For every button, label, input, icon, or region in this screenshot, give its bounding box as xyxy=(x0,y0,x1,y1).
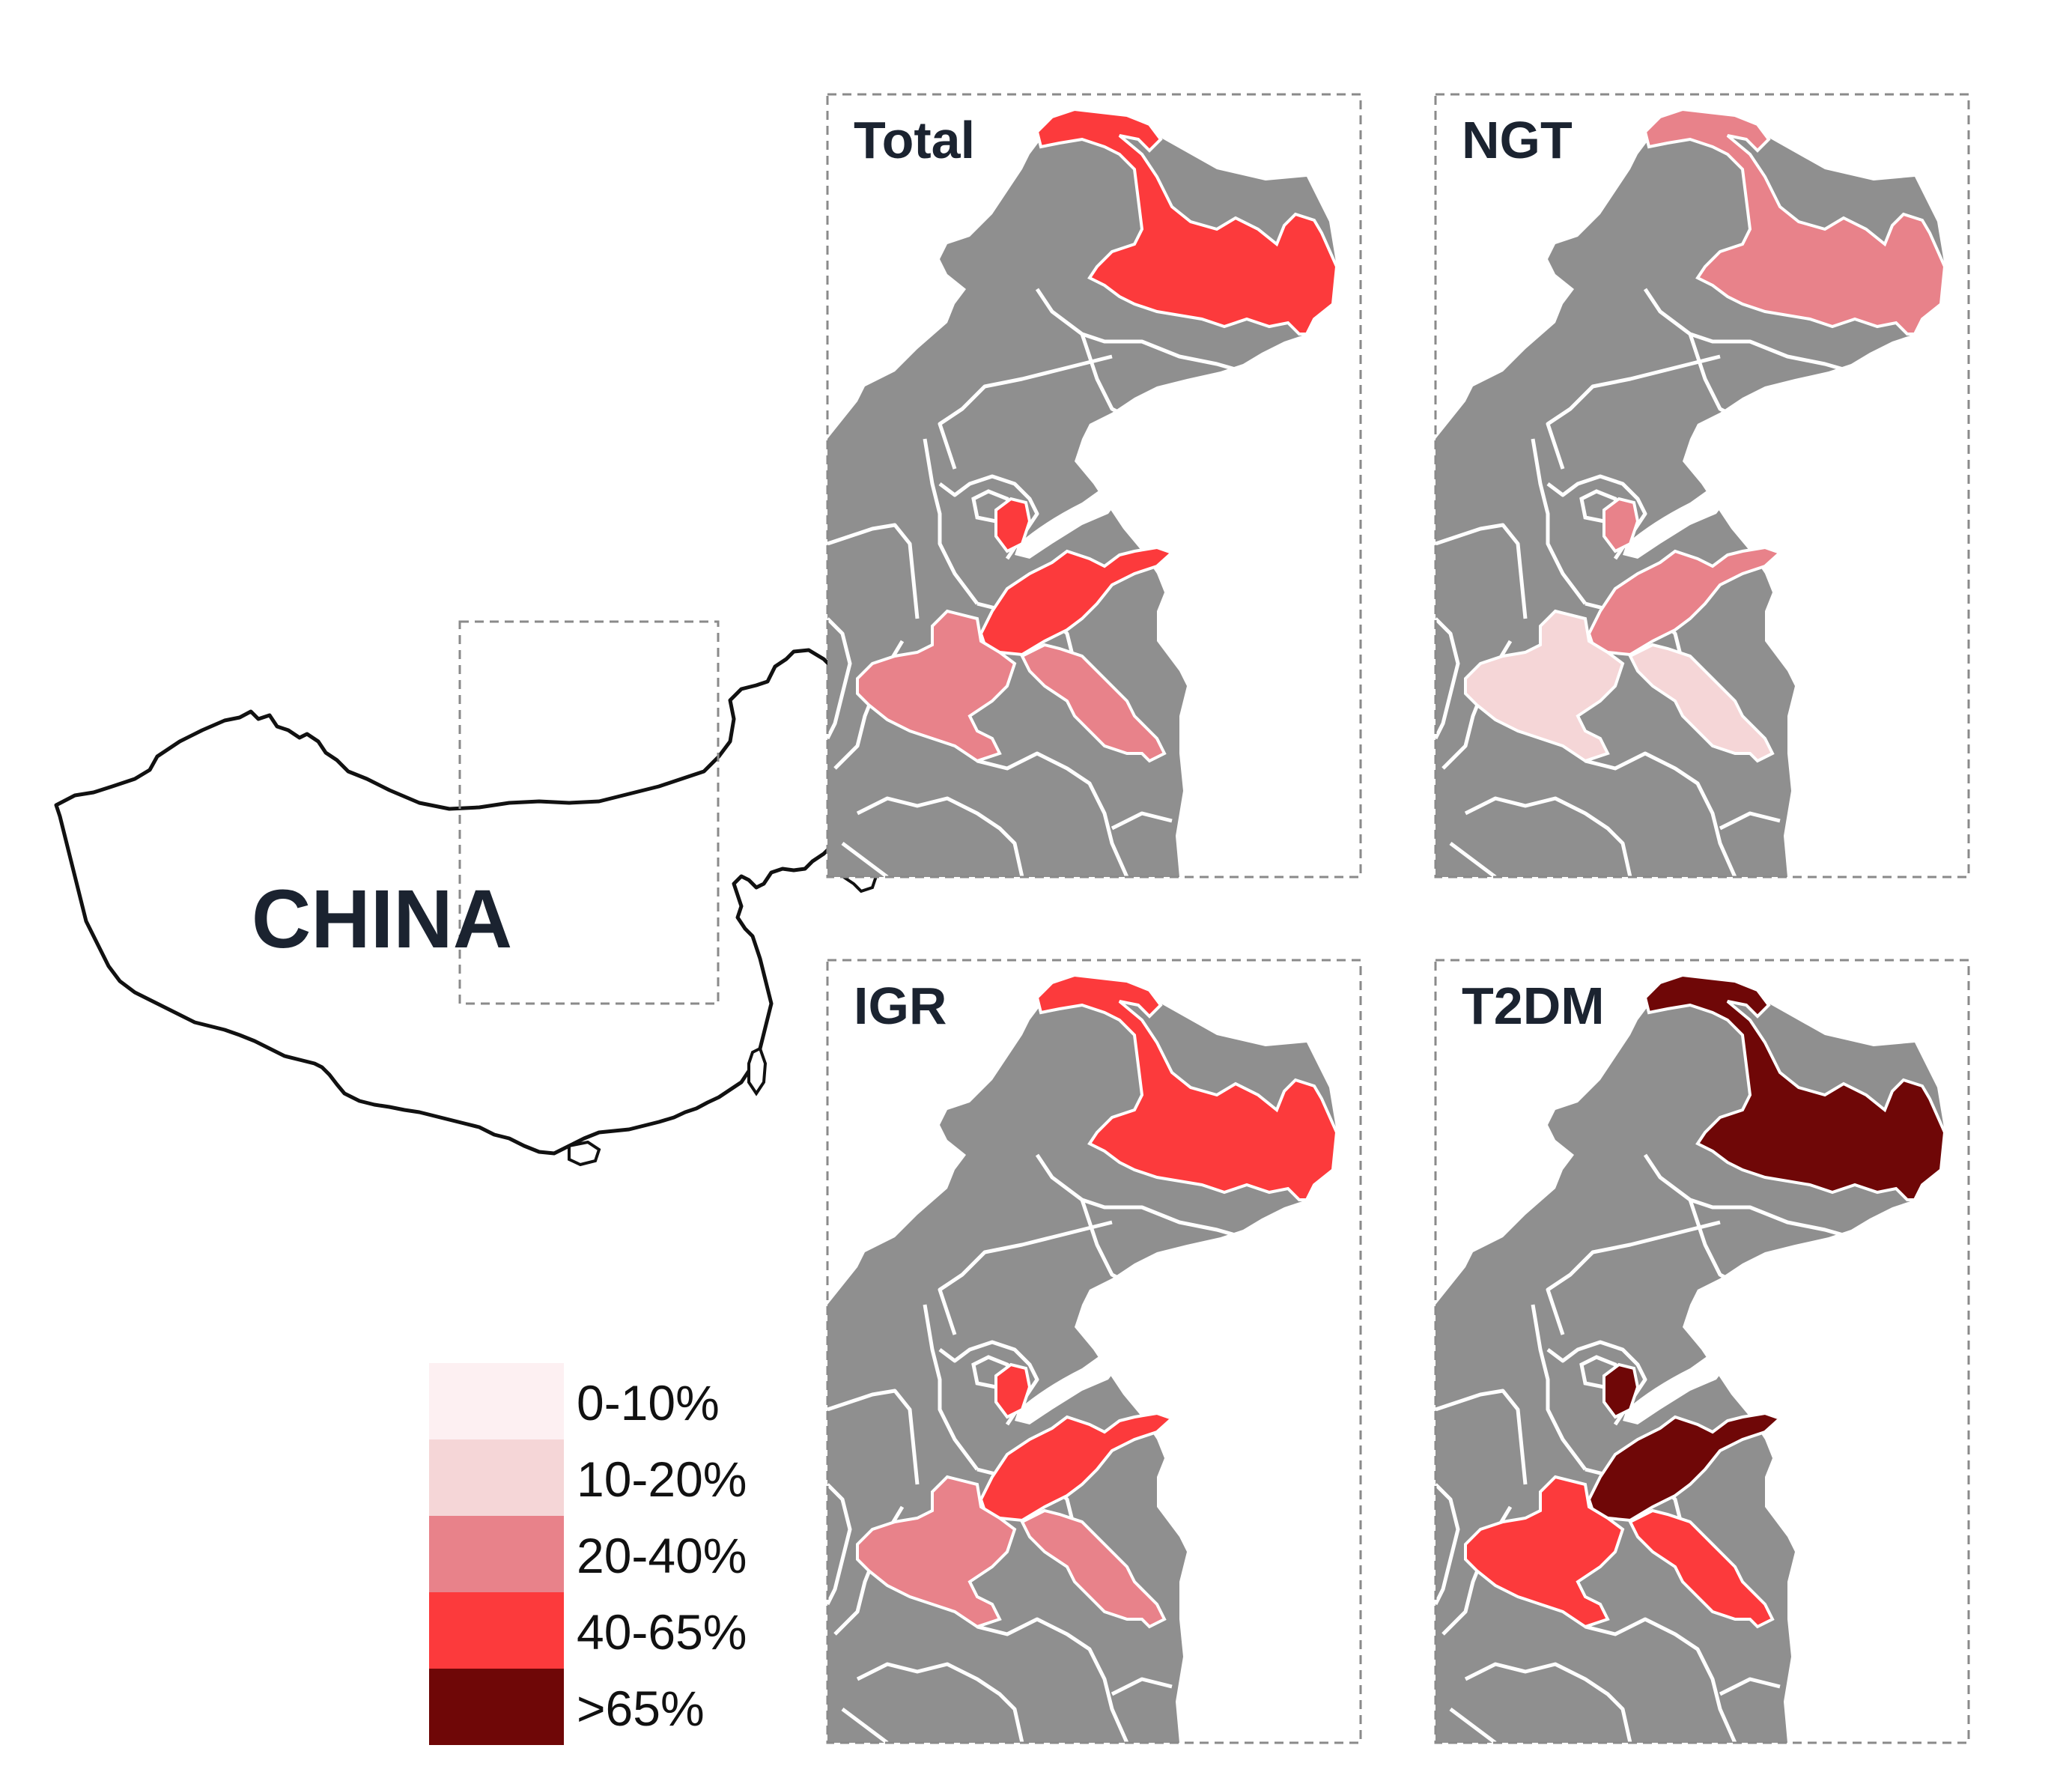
province-henan xyxy=(1464,1475,1625,1629)
legend-item-40-65: 40-65% xyxy=(429,1592,747,1669)
legend-label: 10-20% xyxy=(577,1451,747,1507)
province-heilongjiang xyxy=(1035,107,1339,336)
china-outline xyxy=(54,648,961,1156)
legend-swatch xyxy=(429,1516,564,1592)
panel-frame xyxy=(1434,959,1970,1744)
land-mass xyxy=(827,109,1337,877)
panel-ngt: NGT xyxy=(1434,93,1970,879)
province-heilongjiang xyxy=(1643,107,1947,336)
china-overview-map: CHINA xyxy=(54,620,961,1167)
bohai-sea xyxy=(1623,1338,1743,1424)
province-map xyxy=(827,973,1339,1743)
legend-label: >65% xyxy=(577,1681,705,1736)
legend-item-10-20: 10-20% xyxy=(429,1439,747,1516)
legend-swatch xyxy=(429,1363,564,1439)
province-jiangsu xyxy=(1020,1508,1167,1629)
legend-label: 20-40% xyxy=(577,1528,747,1583)
legend-item-0-10: 0-10% xyxy=(429,1363,720,1439)
legend-swatch xyxy=(429,1669,564,1745)
panel-t2dm: T2DM xyxy=(1434,959,1970,1744)
bohai-sea xyxy=(1623,473,1743,559)
panel-title: T2DM xyxy=(1462,977,1605,1035)
province-map xyxy=(827,107,1339,877)
panel-title: Total xyxy=(854,111,975,169)
bohai-sea xyxy=(1015,473,1134,559)
panel-title: NGT xyxy=(1462,111,1573,169)
land-mass xyxy=(827,975,1337,1743)
china-label: CHINA xyxy=(252,873,512,965)
land-mass xyxy=(1435,975,1945,1743)
province-heilongjiang xyxy=(1035,973,1339,1201)
bohai-sea xyxy=(1015,1338,1134,1424)
province-henan xyxy=(856,609,1017,763)
legend-swatch xyxy=(429,1439,564,1516)
province-shandong xyxy=(1587,545,1783,657)
panel-total: Total xyxy=(826,93,1362,879)
panel-igr: IGR xyxy=(826,959,1362,1744)
panel-frame xyxy=(1434,93,1970,879)
province-shandong xyxy=(1587,1411,1783,1523)
province-beijing xyxy=(1602,497,1640,553)
province-henan xyxy=(1464,609,1625,763)
land-mass xyxy=(1435,109,1945,877)
province-map xyxy=(1435,973,1947,1743)
province-jiangsu xyxy=(1628,1508,1775,1629)
legend-swatch xyxy=(429,1592,564,1669)
legend: 0-10% 10-20% 20-40% 40-65% >65% xyxy=(429,1363,747,1745)
hainan-island xyxy=(568,1140,601,1167)
province-beijing xyxy=(994,497,1032,553)
panel-frame xyxy=(826,959,1362,1744)
province-beijing xyxy=(1602,1362,1640,1419)
province-jiangsu xyxy=(1628,643,1775,763)
panel-frame xyxy=(826,93,1362,879)
province-jiangsu xyxy=(1020,643,1167,763)
taiwan-island xyxy=(747,1046,768,1096)
panel-title: IGR xyxy=(854,977,947,1035)
province-henan xyxy=(856,1475,1017,1629)
province-map xyxy=(1435,107,1947,877)
inset-region-frame xyxy=(458,620,720,1005)
province-shandong xyxy=(979,1411,1175,1523)
province-shandong xyxy=(979,545,1175,657)
legend-label: 40-65% xyxy=(577,1604,747,1660)
legend-item-over-65: >65% xyxy=(429,1669,705,1745)
legend-label: 0-10% xyxy=(577,1375,720,1430)
province-beijing xyxy=(994,1362,1032,1419)
province-heilongjiang xyxy=(1643,973,1947,1201)
legend-item-20-40: 20-40% xyxy=(429,1516,747,1592)
